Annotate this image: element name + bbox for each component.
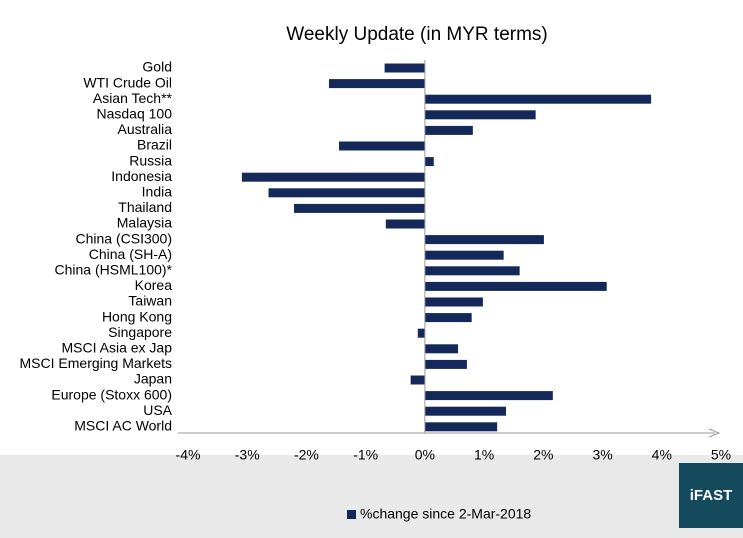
bar <box>424 250 504 260</box>
y-tick-label: Japan <box>134 371 172 387</box>
x-tick-label: -2% <box>294 447 319 463</box>
bar <box>424 422 498 432</box>
y-tick-label: Gold <box>142 59 172 75</box>
y-tick-label: Taiwan <box>128 293 172 309</box>
bar <box>268 188 425 198</box>
bar <box>424 297 483 307</box>
y-tick-label: WTI Crude Oil <box>83 74 172 90</box>
bar <box>424 125 473 135</box>
x-tick-label: -1% <box>353 447 378 463</box>
bar <box>241 172 425 182</box>
axis-arrow <box>708 428 721 438</box>
bar <box>424 281 607 291</box>
y-tick-label: Brazil <box>137 137 172 153</box>
bar <box>339 141 425 151</box>
y-tick-label: China (CSI300) <box>76 230 173 246</box>
x-tick-label: 4% <box>652 447 672 463</box>
bar <box>410 375 425 385</box>
bar <box>424 406 507 416</box>
bar <box>385 219 425 229</box>
bar <box>424 313 472 323</box>
x-tick-label: 3% <box>592 447 612 463</box>
y-tick-label: MSCI AC World <box>74 418 172 434</box>
x-tick-label: -4% <box>176 447 201 463</box>
y-tick-label: Asian Tech** <box>93 90 173 106</box>
bar <box>424 110 536 120</box>
y-tick-label: China (HSML100)* <box>55 262 173 278</box>
bar <box>424 344 459 354</box>
bar <box>424 391 553 401</box>
bar <box>424 235 544 245</box>
logo-box <box>679 463 743 528</box>
y-tick-label: Korea <box>135 277 173 293</box>
x-tick-label: 1% <box>474 447 494 463</box>
y-tick-label: Australia <box>118 121 173 137</box>
chart-title: Weekly Update (in MYR terms) <box>286 24 548 45</box>
y-tick-label: China (SH-A) <box>89 246 172 262</box>
y-tick-label: MSCI Asia ex Jap <box>62 340 173 356</box>
y-tick-label: Thailand <box>118 199 172 215</box>
y-tick-label: India <box>142 184 173 200</box>
bar <box>384 63 425 73</box>
bar <box>424 157 434 167</box>
x-tick-label: 5% <box>711 447 731 463</box>
y-tick-label: MSCI Emerging Markets <box>20 355 172 371</box>
bar <box>424 359 467 369</box>
bar <box>424 266 520 276</box>
bar <box>328 79 425 89</box>
bar <box>424 94 652 104</box>
y-tick-label: Malaysia <box>117 215 172 231</box>
y-tick-label: USA <box>143 402 172 418</box>
x-tick-label: 2% <box>533 447 553 463</box>
x-tick-label: 0% <box>415 447 435 463</box>
y-tick-label: Indonesia <box>111 168 172 184</box>
bar <box>417 328 425 338</box>
y-tick-label: Hong Kong <box>102 308 172 324</box>
y-tick-label: Europe (Stoxx 600) <box>51 386 172 402</box>
logo: iFAST <box>690 487 733 504</box>
y-tick-label: Russia <box>129 152 172 168</box>
y-tick-label: Singapore <box>108 324 172 340</box>
legend-label: %change since 2-Mar-2018 <box>360 506 531 522</box>
x-tick-label: -3% <box>235 447 260 463</box>
legend-band <box>0 455 743 538</box>
bar <box>294 203 425 213</box>
y-tick-label: Nasdaq 100 <box>96 106 172 122</box>
legend-swatch <box>347 510 356 519</box>
